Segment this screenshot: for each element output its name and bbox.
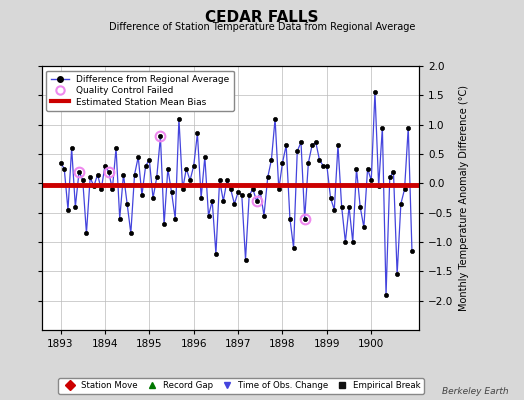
Text: Berkeley Earth: Berkeley Earth	[442, 387, 508, 396]
Text: CEDAR FALLS: CEDAR FALLS	[205, 10, 319, 25]
Legend: Station Move, Record Gap, Time of Obs. Change, Empirical Break: Station Move, Record Gap, Time of Obs. C…	[58, 378, 424, 394]
Y-axis label: Monthly Temperature Anomaly Difference (°C): Monthly Temperature Anomaly Difference (…	[459, 85, 469, 311]
Legend: Difference from Regional Average, Quality Control Failed, Estimated Station Mean: Difference from Regional Average, Qualit…	[47, 70, 234, 111]
Text: Difference of Station Temperature Data from Regional Average: Difference of Station Temperature Data f…	[109, 22, 415, 32]
